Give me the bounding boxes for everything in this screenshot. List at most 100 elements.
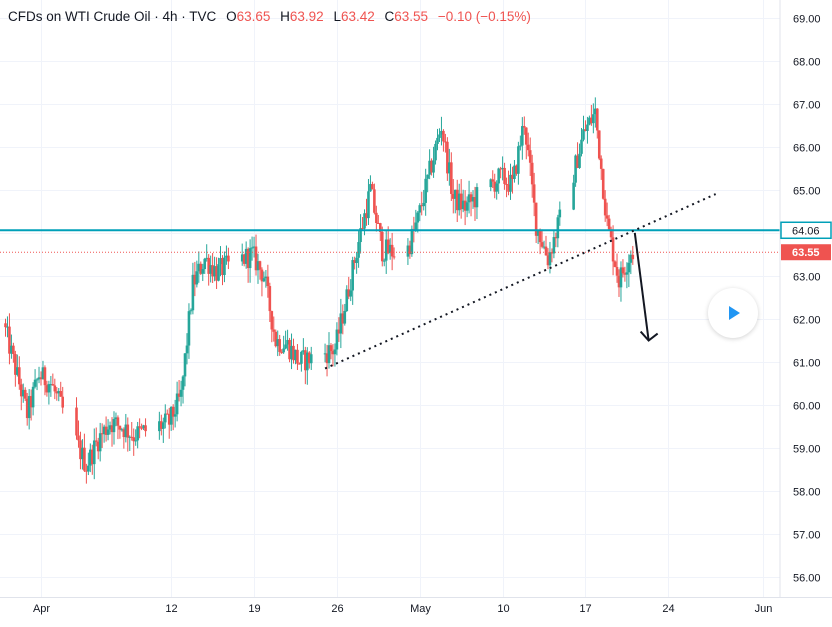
candle [292,338,295,364]
candle [242,253,246,267]
candle [49,375,53,397]
candle-body [499,168,502,170]
price-tick-label: 63.00 [793,272,821,284]
candle-body [473,197,477,208]
candle-body [584,129,587,131]
candle-body [406,245,410,257]
candle [584,120,587,132]
candle-body [523,126,526,128]
time-axis[interactable]: Apr 12 19 26 May 10 17 24 Jun [0,597,832,616]
candle [442,129,445,152]
candle-body [100,433,104,435]
candle [77,420,80,448]
candle [94,427,98,447]
candle [453,189,457,214]
candle [475,183,479,220]
candle [21,383,25,403]
candle [144,418,147,437]
candle [90,444,94,475]
candle [209,255,212,283]
candle [240,243,244,266]
candle [538,228,542,255]
candle-body [434,143,437,161]
candle-body [448,162,451,174]
candle [363,209,366,236]
candle-body [183,353,187,377]
candle-body [248,248,252,269]
candle-body [205,257,209,259]
candle [294,349,297,365]
candle [284,330,287,350]
candle-body [497,168,500,184]
candle-body [613,261,617,267]
candle [47,380,51,405]
candle-body [619,267,623,288]
candle [329,343,333,360]
candle-body [302,350,305,352]
candle [201,263,205,282]
candle [623,266,627,282]
candle [134,429,137,446]
candle [554,232,558,248]
candle-body [132,437,136,442]
candle-body [96,441,100,452]
price-axis[interactable]: 56.00 57.00 58.00 59.00 60.00 61.00 62.00 63.00… [779,0,821,597]
candle-body [335,329,339,350]
candle-body [59,391,63,397]
candle-body [595,108,599,131]
candle-body [213,266,216,277]
candle-body [524,127,528,145]
candle-body [416,212,420,223]
candle [264,270,268,288]
candle-body [379,223,382,232]
price-tick-label: 57.00 [793,530,821,542]
candle-body [162,422,165,429]
candle [523,116,526,135]
candle-body [136,426,139,441]
candle-body [503,167,506,184]
drawings[interactable] [0,193,780,370]
price-tick-label: 62.00 [793,315,821,327]
candle [331,343,335,367]
candle-body [629,254,633,263]
candle-body [163,413,167,423]
candle [371,181,374,190]
candle-body [81,447,84,460]
candle [611,225,615,276]
candle [187,303,191,359]
candle-body [371,184,374,190]
candle [167,407,171,439]
candle-body [446,141,449,174]
candle-body [511,174,514,180]
candle-body [528,150,532,163]
candle-body [597,130,601,159]
candle [162,417,165,443]
candle [590,104,593,126]
candle-body [347,289,351,297]
candle [270,310,274,343]
candle-body [21,389,25,397]
candle-body [605,215,609,219]
arrow-shaft [633,232,650,341]
play-button[interactable] [708,288,758,338]
candle [51,373,55,386]
change-value: −0.10 (−0.15%) [437,9,531,24]
candle [519,135,522,151]
candle-body [574,155,577,183]
candle [408,240,412,259]
candle [455,179,459,223]
candle [369,175,372,192]
time-tick-label: 17 [579,603,591,615]
candle-body [51,384,55,386]
price-tags: 64.06 63.55 [780,221,832,261]
candle-body [264,276,268,279]
candle-body [532,184,536,203]
candle [349,279,353,302]
candle-body [380,231,384,262]
candle [532,172,536,217]
candle [528,137,532,176]
candle [424,168,427,216]
candle-body [428,160,431,175]
